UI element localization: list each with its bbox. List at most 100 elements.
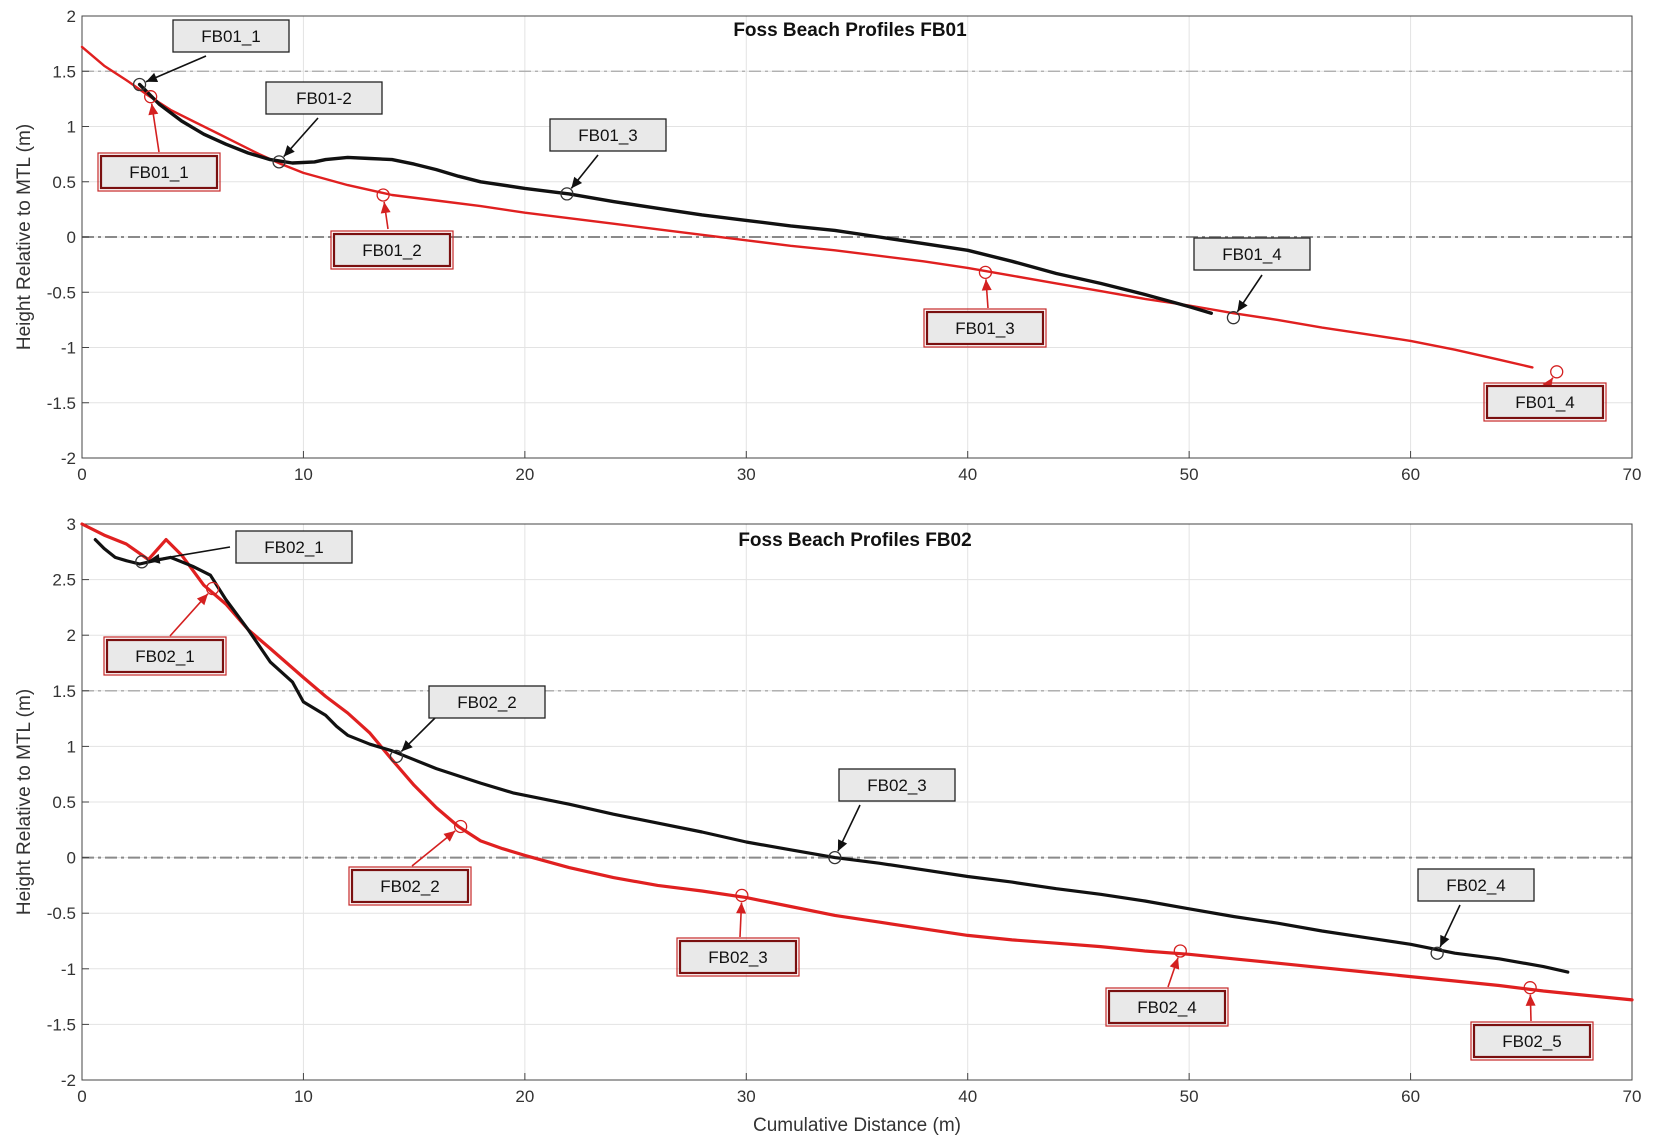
annotation-fb01-4: FB01_4 [1193, 237, 1311, 325]
annotation-fb01-1: FB01_1 [97, 90, 221, 192]
label-box [350, 868, 470, 904]
annotation-fb01-2: FB01_2 [330, 188, 454, 270]
chart-fb01: 0 10 20 30 40 50 60 70 2 1.5 1 0.5 0 -0.5 -1 -1.5 -2 Foss… [14, 7, 1641, 484]
y-tick-label: -1.5 [47, 394, 76, 413]
label-box-outer [1105, 987, 1229, 1027]
x-tick-label: 30 [737, 1087, 756, 1106]
label-text: FB01_3 [955, 319, 1015, 338]
chart-title: Foss Beach Profiles FB02 [738, 530, 971, 551]
point-marker [735, 888, 749, 903]
annotation-fb02-1: FB02_1 [103, 581, 227, 676]
label-text: FB02_5 [1502, 1032, 1562, 1051]
annotation-fb01-3: FB01_3 [549, 118, 667, 201]
label-box [1472, 1023, 1592, 1059]
x-tick-label: 50 [1180, 465, 1199, 484]
point-marker [205, 581, 220, 596]
label-box [105, 638, 225, 674]
y-axis-label: Height Relative to MTL (m) [14, 124, 35, 350]
point-marker [828, 850, 842, 865]
y-tick-label: -1.5 [47, 1015, 76, 1034]
label-text: FB01_3 [578, 126, 638, 145]
label-box-outer [923, 308, 1047, 348]
annotation-fb02-3: FB02_3 [676, 888, 800, 977]
y-tick-label: 0 [67, 849, 76, 868]
y-tick-label: 2 [67, 7, 76, 26]
annotation-fb01-4: FB01_4 [1483, 365, 1607, 422]
x-tick-label: 70 [1623, 1087, 1642, 1106]
chart-fb02: 0 10 20 30 40 50 60 70 3 2.5 2 1.5 1 0.5 0 -0.5 -1 -1.5 -2… [14, 515, 1641, 1136]
arrow-head [571, 176, 583, 189]
y-tick-label: 2.5 [52, 571, 76, 590]
x-tick-label: 0 [77, 465, 86, 484]
y-tick-label: -2 [61, 1071, 76, 1090]
label-text: FB01_1 [201, 27, 261, 46]
point-marker [1226, 311, 1241, 325]
arrow-head [981, 279, 992, 291]
label-box [428, 685, 546, 719]
label-text: FB02_2 [457, 693, 517, 712]
x-tick-label: 50 [1180, 1087, 1199, 1106]
point-marker [453, 819, 468, 834]
arrow-head [196, 593, 208, 606]
label-text: FB01_1 [129, 163, 189, 182]
y-tick-label: 2 [67, 626, 76, 645]
x-axis-label: Cumulative Distance (m) [753, 1115, 961, 1136]
point-marker [135, 555, 149, 569]
arrow-head [736, 902, 747, 914]
series-line-black [93, 537, 1570, 974]
label-box [172, 19, 290, 53]
label-text: FB02_2 [380, 877, 440, 896]
y-tick-label: 1.5 [52, 62, 76, 81]
label-box [925, 310, 1045, 346]
annotation-fb02-2: FB02_2 [348, 819, 472, 906]
arrow-head [1440, 934, 1450, 947]
y-tick-label: 1 [67, 737, 76, 756]
x-tick-label: 30 [737, 465, 756, 484]
point-marker [978, 265, 993, 280]
label-box-outer [1483, 382, 1607, 422]
x-tick-label: 70 [1623, 465, 1642, 484]
y-tick-label: 0.5 [52, 173, 76, 192]
label-text: FB01-2 [296, 89, 352, 108]
label-box-outer [103, 636, 227, 676]
label-text: FB02_4 [1446, 876, 1506, 895]
y-tick-label: 0.5 [52, 793, 76, 812]
point-marker [376, 188, 390, 202]
label-box-outer [97, 152, 221, 192]
y-tick-label: 1 [67, 118, 76, 137]
point-marker [560, 187, 574, 201]
arrow-head [443, 830, 456, 842]
label-text: FB02_4 [1137, 998, 1197, 1017]
label-text: FB02_3 [708, 948, 768, 967]
arrow-head [401, 740, 413, 752]
label-box [549, 118, 667, 152]
arrow-head [1169, 957, 1180, 970]
x-tick-label: 40 [958, 1087, 977, 1106]
label-text: FB02_1 [135, 647, 195, 666]
annotation-fb02-3: FB02_3 [828, 768, 956, 865]
y-tick-label: -0.5 [47, 283, 76, 302]
arrow-head [146, 72, 159, 83]
annotation-fb01-1: FB01_1 [132, 19, 290, 92]
arrow-head [380, 201, 391, 214]
x-tick-label: 20 [515, 1087, 534, 1106]
arrow-head [1525, 994, 1536, 1006]
x-tick-label: 60 [1401, 465, 1420, 484]
point-marker [1523, 981, 1537, 995]
label-box-outer [348, 866, 472, 906]
y-tick-label: 3 [67, 515, 76, 534]
label-text: FB02_1 [264, 538, 324, 557]
label-text: FB01_4 [1222, 245, 1282, 264]
x-tick-label: 10 [294, 1087, 313, 1106]
label-text: FB01_4 [1515, 393, 1575, 412]
label-box [1485, 384, 1605, 420]
annotation-fb01-2: FB01-2 [265, 81, 383, 169]
label-box-outer [330, 230, 454, 270]
y-tick-label: -1 [61, 339, 76, 358]
x-tick-label: 60 [1401, 1087, 1420, 1106]
label-text: FB01_2 [362, 241, 422, 260]
y-tick-label: -2 [61, 449, 76, 468]
label-box [1107, 989, 1227, 1025]
annotation-fb02-4: FB02_4 [1105, 944, 1229, 1027]
